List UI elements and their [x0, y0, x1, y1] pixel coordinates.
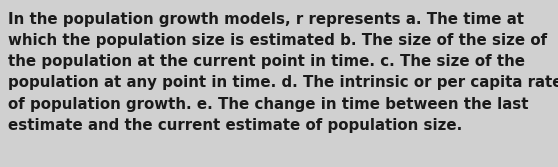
Text: In the population growth models, r represents a. The time at
which the populatio: In the population growth models, r repre… — [8, 12, 558, 133]
